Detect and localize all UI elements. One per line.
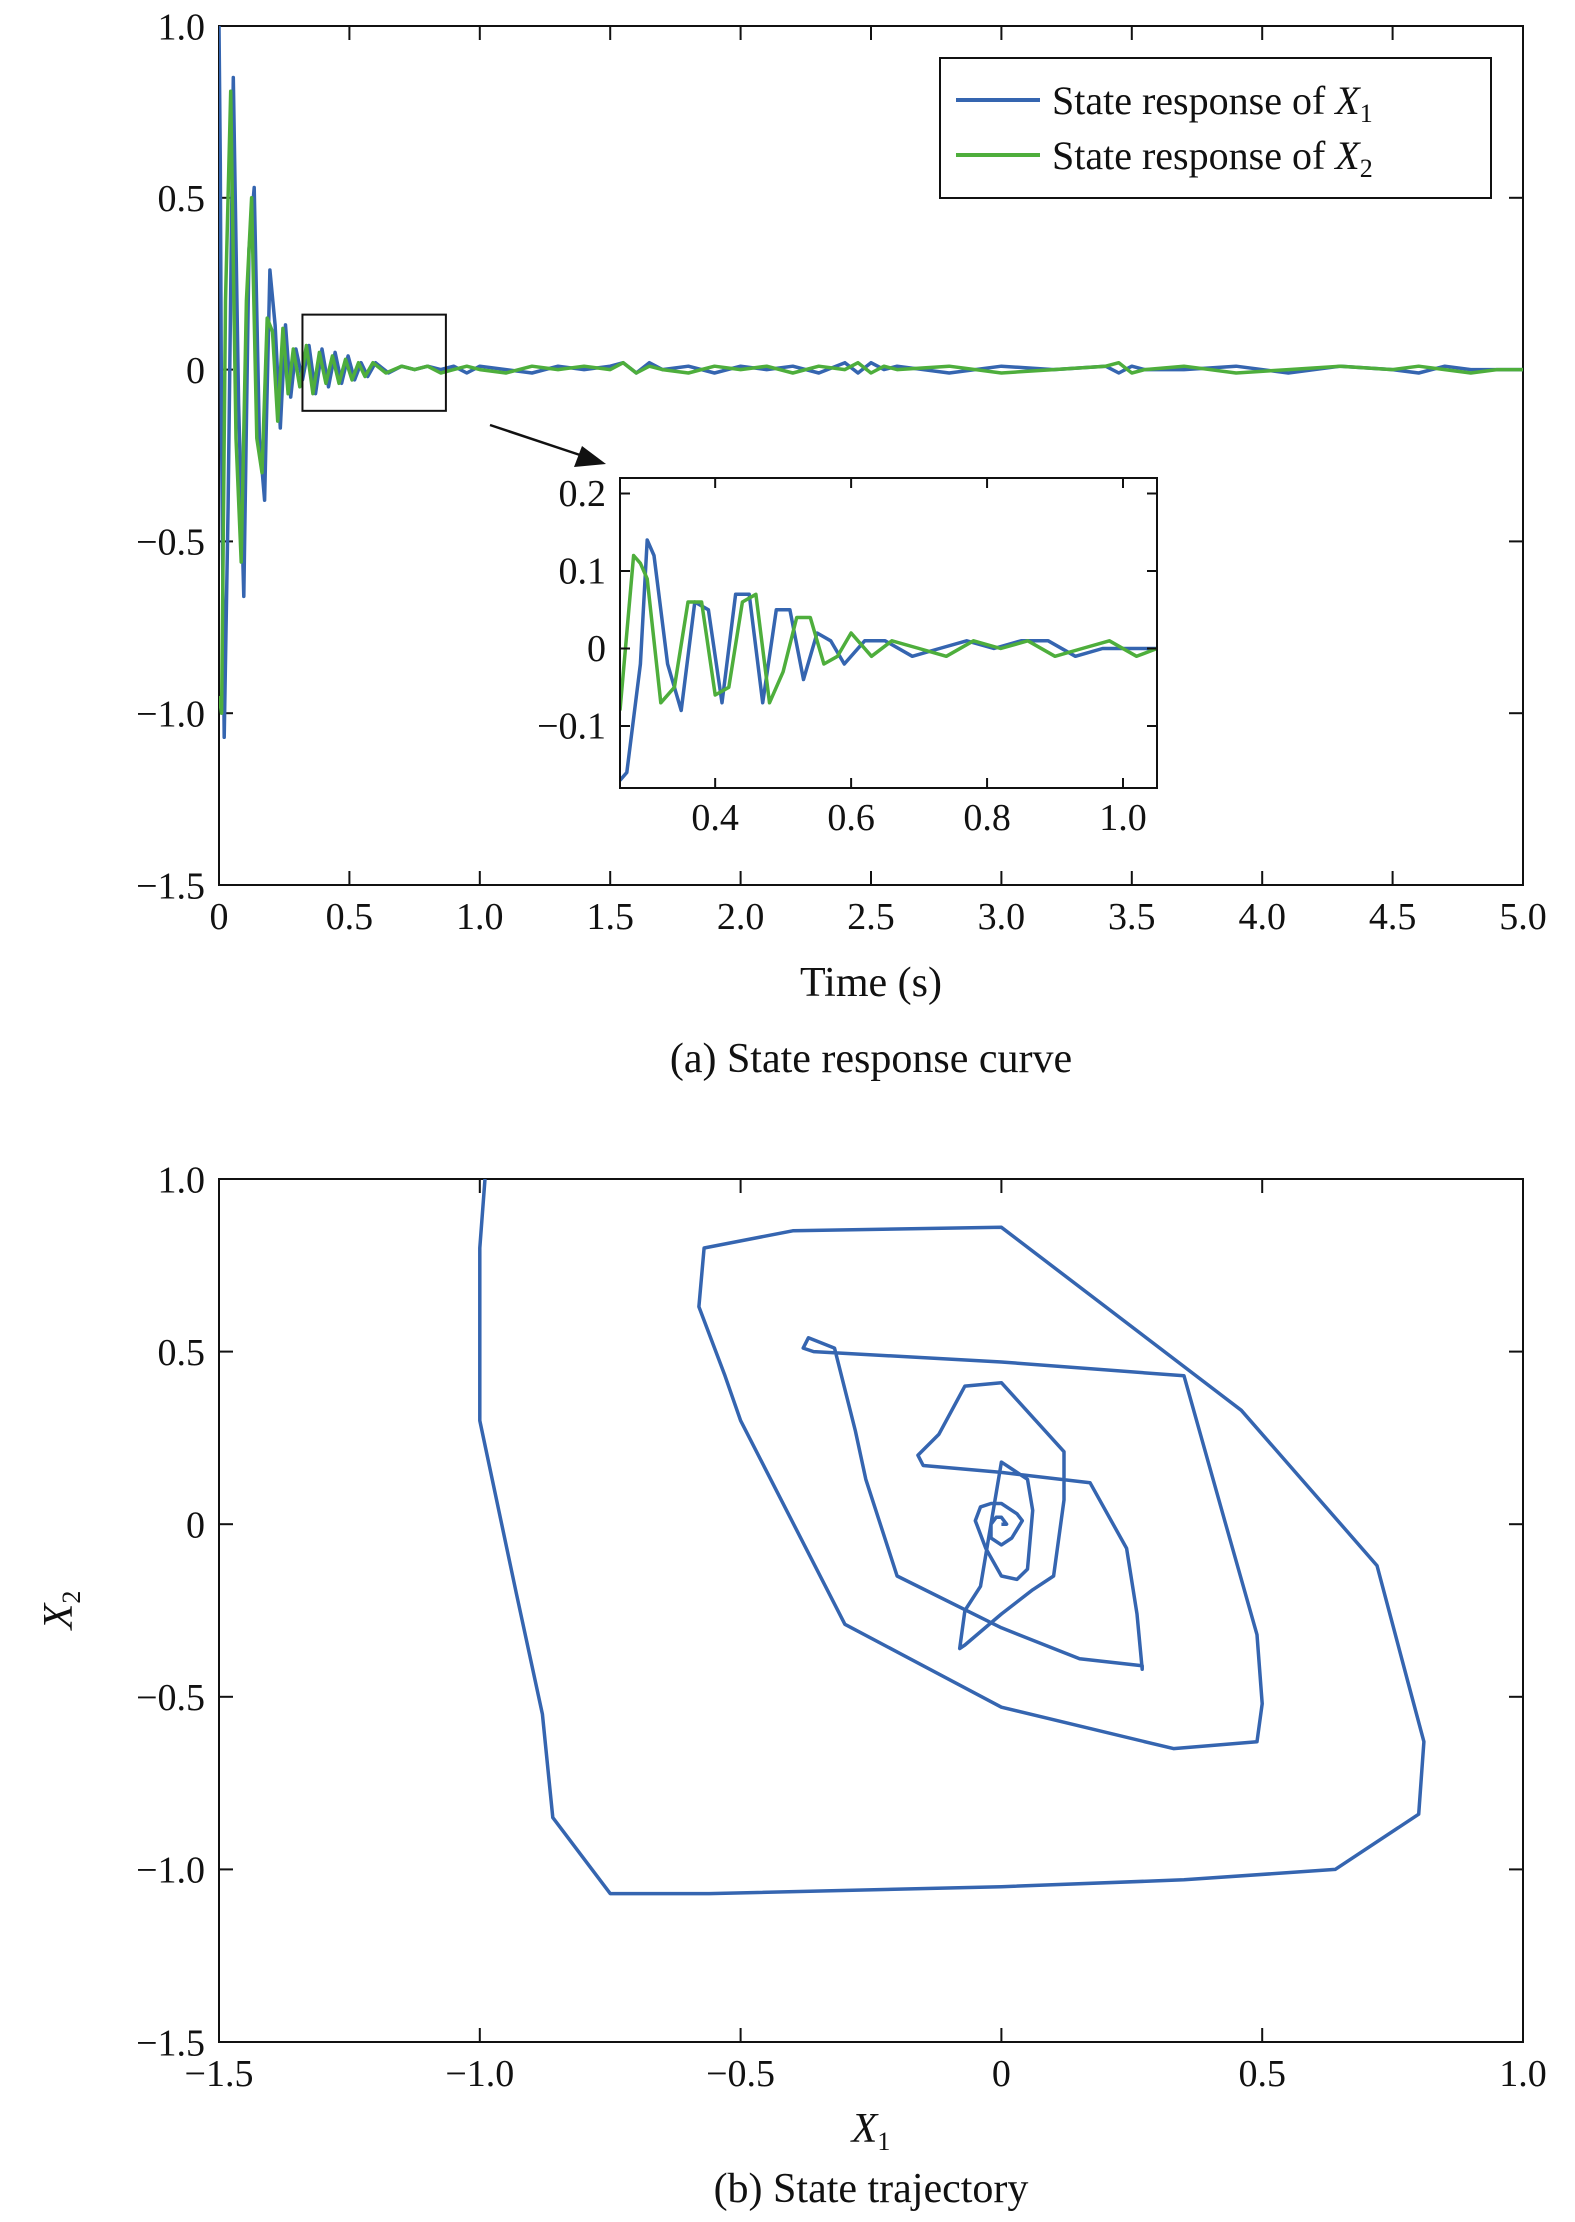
a-xtick-label: 1.0 xyxy=(456,896,504,938)
inset-ytick-label: 0.2 xyxy=(559,473,607,515)
b-ytick-label: −0.5 xyxy=(136,1677,205,1719)
a-ytick-label: 0.5 xyxy=(158,178,206,220)
legend-label-x1: State response of X1 xyxy=(1052,78,1373,128)
chart-state-response: 0 0.5 1.0 1.5 2.0 2.5 3.0 3.5 4.0 4.5 5.0 −1.5 −1.0… xyxy=(136,6,1547,1082)
a-series-line-1 xyxy=(219,26,1523,740)
b-xtick-label: −1.0 xyxy=(445,2053,514,2095)
y-axis-ticks-b: −1.5 −1.0 −0.5 0 0.5 1.0 xyxy=(136,1159,1523,2064)
b-ytick-label: 0 xyxy=(186,1505,205,1547)
a-xtick-label: 2.5 xyxy=(847,896,895,938)
inset-xtick-label: 0.4 xyxy=(691,797,739,839)
b-series-line-1 xyxy=(478,1179,1426,1896)
legend-box xyxy=(939,57,1492,199)
plot-frame-b xyxy=(218,1178,1524,2043)
b-xtick-label: 1.0 xyxy=(1499,2053,1547,2095)
inset-y-ticks: −0.1 0 0.1 0.2 xyxy=(537,473,1157,748)
series-group-a xyxy=(219,26,1523,740)
a-xtick-label: 0 xyxy=(210,896,229,938)
inset-ytick-label: 0 xyxy=(587,628,606,670)
chart-state-trajectory: −1.5 −1.0 −0.5 0 0.5 1.0 −1.5−1.0−0.500.51.0 … xyxy=(36,1159,1547,2212)
legend: State response of X1 State response of X… xyxy=(939,57,1492,199)
inset-ytick-label: −0.1 xyxy=(537,706,606,748)
inset-series-group xyxy=(620,538,1157,782)
inset-xtick-label: 1.0 xyxy=(1099,797,1147,839)
a-xtick-label: 3.0 xyxy=(978,896,1026,938)
b-ytick-label: 0.5 xyxy=(158,1332,206,1374)
x-axis-ticks-b: −1.5 −1.0 −0.5 0 0.5 1.0 xyxy=(185,1179,1547,2095)
a-ytick-label: −1.5 xyxy=(136,865,205,907)
a-xtick-label: 2.0 xyxy=(717,896,765,938)
a-xtick-label: 0.5 xyxy=(326,896,374,938)
inset-x-ticks: 0.4 0.6 0.8 1.0 xyxy=(691,478,1147,839)
a-ytick-label: 0 xyxy=(186,350,205,392)
b-xtick-label: −1.5 xyxy=(185,2053,254,2095)
inset-xtick-label: 0.6 xyxy=(827,797,875,839)
a-ytick-label: 1.0 xyxy=(158,6,206,48)
inset-series-line-1 xyxy=(620,538,1157,782)
inset-xtick-label: 0.8 xyxy=(963,797,1011,839)
caption-a: (a) State response curve xyxy=(670,1036,1072,1082)
x-axis-label-a: Time (s) xyxy=(800,960,942,1006)
b-ytick-label: −1.5 xyxy=(136,2022,205,2064)
a-xtick-label: 5.0 xyxy=(1499,896,1547,938)
inset-ytick-label: 0.1 xyxy=(559,551,607,593)
inset-background xyxy=(620,478,1157,788)
a-xtick-label: 4.5 xyxy=(1369,896,1417,938)
inset-series-line-2 xyxy=(620,553,1157,711)
inset-frame xyxy=(619,477,1158,789)
y-axis-label-b: X2 xyxy=(36,1591,86,1632)
b-xtick-label: −0.5 xyxy=(706,2053,775,2095)
a-xtick-label: 1.5 xyxy=(586,896,634,938)
caption-b: (b) State trajectory xyxy=(714,2166,1029,2212)
zoom-arrow xyxy=(489,423,606,467)
a-ytick-label: −1.0 xyxy=(136,694,205,736)
series-group-b xyxy=(478,1179,1426,1896)
legend-label-x2: State response of X2 xyxy=(1052,133,1373,183)
zoom-box xyxy=(301,313,447,412)
b-xtick-label: 0.5 xyxy=(1238,2053,1286,2095)
b-xtick-label: 0 xyxy=(992,2053,1011,2095)
b-ytick-label: 1.0 xyxy=(158,1159,206,1201)
x-axis-label-b: X1 xyxy=(850,2106,891,2156)
a-ytick-label: −0.5 xyxy=(136,522,205,564)
a-series-line-2 xyxy=(219,89,1523,715)
x-axis-ticks-a: 0 0.5 1.0 1.5 2.0 2.5 3.0 3.5 4.0 4.5 5.0 xyxy=(210,26,1547,938)
b-ytick-label: −1.0 xyxy=(136,1850,205,1892)
a-xtick-label: 4.0 xyxy=(1238,896,1286,938)
a-xtick-label: 3.5 xyxy=(1108,896,1156,938)
